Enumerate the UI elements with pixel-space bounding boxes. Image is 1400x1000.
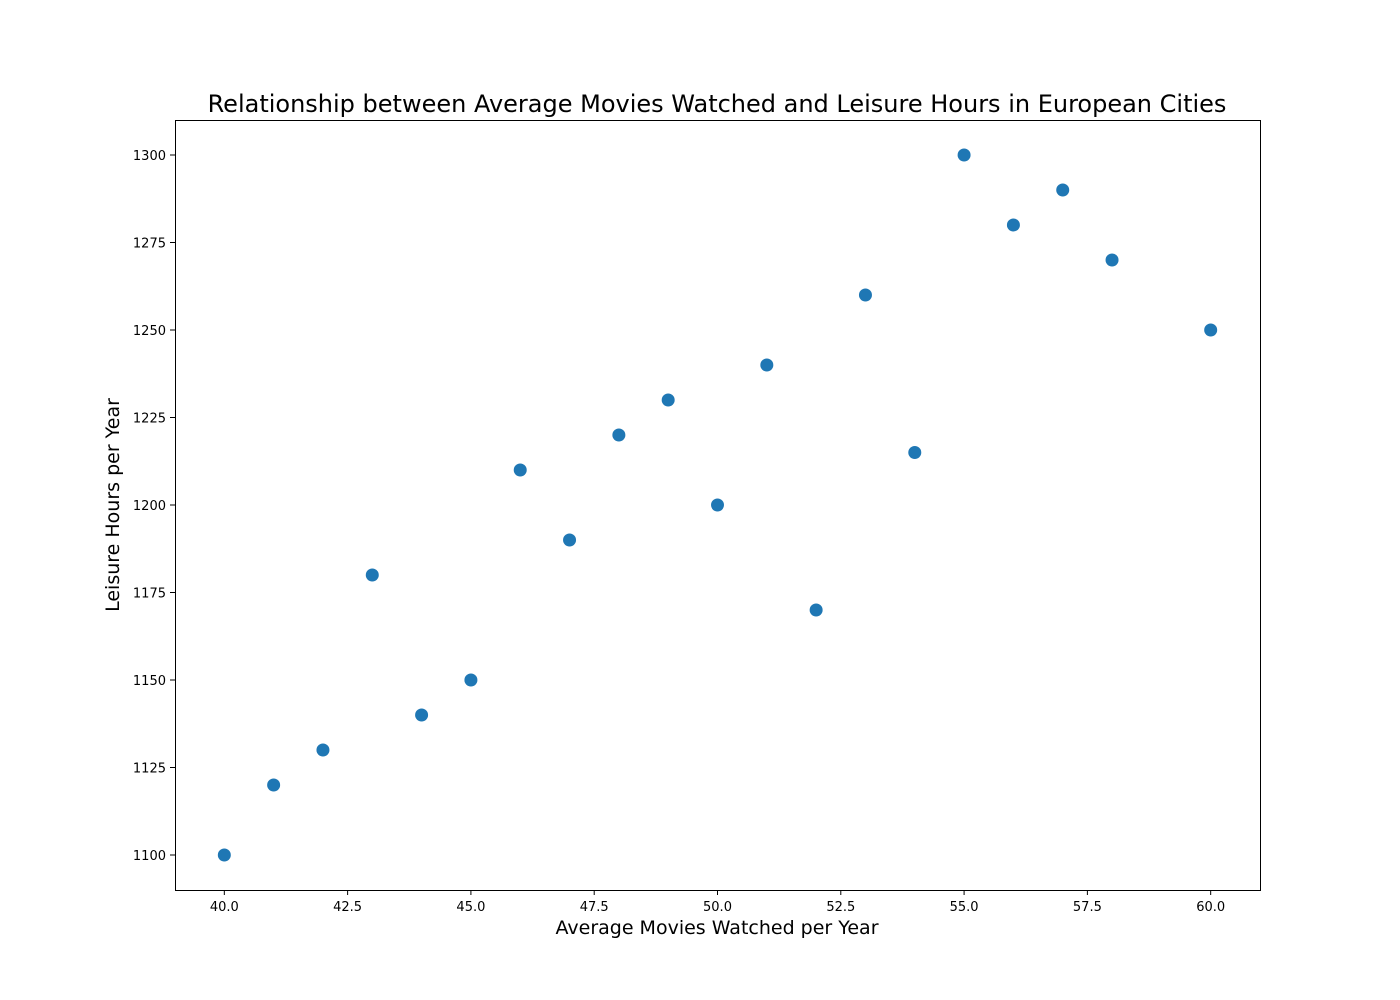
x-tick-label: 50.0 <box>703 900 732 915</box>
plot-area-frame <box>175 120 1261 891</box>
data-point <box>908 446 922 459</box>
data-point <box>1006 218 1020 232</box>
y-tick-label: 1200 <box>133 499 166 514</box>
y-tick-label: 1100 <box>133 849 166 864</box>
y-tick-label: 1225 <box>133 412 166 427</box>
y-tick-label: 1275 <box>133 237 166 252</box>
x-tick-label: 60.0 <box>1196 900 1225 915</box>
y-tick-label: 1300 <box>133 149 166 164</box>
data-point <box>365 568 379 582</box>
x-tick-label: 52.5 <box>826 900 855 915</box>
x-tick-label: 55.0 <box>950 900 979 915</box>
y-tick-label: 1250 <box>133 324 166 339</box>
y-tick-label: 1125 <box>133 762 166 777</box>
y-tick-label: 1150 <box>133 674 166 689</box>
data-point <box>858 288 872 302</box>
data-point <box>464 673 478 687</box>
data-point <box>809 603 823 617</box>
data-point <box>1056 183 1070 197</box>
y-axis-ticks: 1100 1125 1150 1175 1200 1225 1250 1275 1300 <box>133 149 175 864</box>
data-point <box>711 498 724 512</box>
x-tick-label: 40.0 <box>210 900 239 915</box>
y-axis-label: Leisure Hours per Year <box>102 398 124 612</box>
x-axis-label: Average Movies Watched per Year <box>556 917 879 939</box>
x-axis-ticks: 40.0 42.5 45.0 47.5 50.0 52.5 55.0 57.5 60.0 <box>210 890 1225 915</box>
data-point <box>1105 253 1119 267</box>
data-points <box>217 148 1218 862</box>
data-point <box>415 708 429 722</box>
x-tick-label: 45.0 <box>456 900 485 915</box>
y-tick-label: 1175 <box>133 587 166 602</box>
data-point <box>760 358 774 372</box>
data-point <box>513 463 527 477</box>
data-point <box>316 743 330 757</box>
data-point <box>1204 323 1218 337</box>
data-point <box>957 148 971 162</box>
data-point <box>661 393 675 407</box>
x-tick-label: 47.5 <box>580 900 609 915</box>
x-tick-label: 57.5 <box>1073 900 1102 915</box>
chart-title: Relationship between Average Movies Watc… <box>208 90 1227 118</box>
data-point <box>217 848 231 862</box>
x-tick-label: 42.5 <box>333 900 362 915</box>
data-point <box>267 778 281 792</box>
data-point <box>612 428 626 442</box>
data-point <box>563 533 577 547</box>
